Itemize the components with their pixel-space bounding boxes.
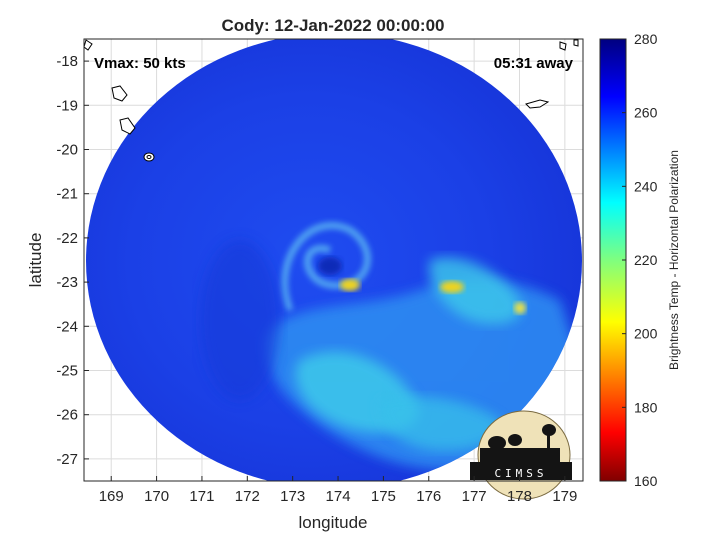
colorbar-gradient bbox=[599, 38, 627, 482]
logo-banner bbox=[470, 462, 572, 480]
y-tick-label: -20 bbox=[56, 142, 78, 159]
colorbar-tick-label: 200 bbox=[634, 326, 658, 342]
logo-text: CIMSS bbox=[494, 467, 547, 480]
warm-spot-southeast bbox=[514, 302, 526, 314]
x-tick-label: 178 bbox=[507, 488, 532, 505]
coastline-island bbox=[525, 99, 550, 109]
coastlines bbox=[83, 39, 579, 162]
y-tick-label: -21 bbox=[56, 186, 78, 203]
logo-dish-left bbox=[488, 436, 506, 450]
logo-building bbox=[480, 448, 560, 464]
coastline-island bbox=[573, 39, 579, 47]
warm-spot-east bbox=[440, 281, 464, 293]
y-ticks: -18 -19 -20 -21 -22 -23 -24 -25 -26 -27 bbox=[56, 53, 89, 468]
colorbar-tick-label: 280 bbox=[634, 31, 658, 47]
cold-cloud-south bbox=[379, 396, 502, 451]
colorbar-ticks: 280 260 240 220 200 180 160 bbox=[622, 31, 658, 489]
y-tick-label: -24 bbox=[56, 318, 78, 335]
colorbar-tick-label: 220 bbox=[634, 252, 658, 268]
axes-frame bbox=[83, 38, 584, 482]
cimss-logo: CIMSS bbox=[470, 410, 572, 500]
coastline-island bbox=[111, 85, 128, 102]
y-tick-label: -27 bbox=[56, 451, 78, 468]
coastline-island bbox=[146, 155, 152, 159]
x-tick-label: 170 bbox=[144, 488, 169, 505]
colorbar-label: Brightness Temp - Horizontal Polarizatio… bbox=[667, 150, 681, 370]
x-tick-label: 172 bbox=[235, 488, 260, 505]
y-axis-label: latitude bbox=[26, 233, 45, 288]
coastline-island bbox=[559, 41, 567, 51]
x-tick-label: 174 bbox=[326, 488, 351, 505]
cloud-west-band bbox=[200, 240, 280, 400]
colorbar: 280 260 240 220 200 180 160 Brightness Temp - … bbox=[599, 31, 681, 489]
eye bbox=[318, 257, 342, 275]
spiral-band bbox=[281, 222, 371, 312]
colorbar-tick-label: 260 bbox=[634, 105, 658, 121]
figure-title: Cody: 12-Jan-2022 00:00:00 bbox=[221, 16, 444, 35]
colorbar-tick-label: 240 bbox=[634, 178, 658, 194]
x-tick-label: 173 bbox=[280, 488, 305, 505]
y-tick-label: -18 bbox=[56, 53, 78, 70]
y-tick-label: -25 bbox=[56, 363, 78, 380]
y-tick-label: -19 bbox=[56, 97, 78, 114]
x-tick-label: 175 bbox=[371, 488, 396, 505]
cold-cloud-east bbox=[429, 257, 522, 324]
x-tick-label: 171 bbox=[189, 488, 214, 505]
colorbar-tick-label: 180 bbox=[634, 399, 658, 415]
y-tick-label: -22 bbox=[56, 230, 78, 247]
x-axis-label: longitude bbox=[298, 513, 367, 532]
x-tick-label: 169 bbox=[99, 488, 124, 505]
x-ticks: 169 170 171 172 173 174 175 176 177 178 179 bbox=[99, 476, 577, 505]
x-tick-label: 176 bbox=[416, 488, 441, 505]
logo-dish-mid bbox=[508, 434, 522, 446]
coastline-island bbox=[119, 117, 136, 135]
warm-spot-west bbox=[340, 279, 360, 291]
x-tick-label: 179 bbox=[552, 488, 577, 505]
logo-watertower bbox=[542, 424, 556, 436]
time-away-label: 05:31 away bbox=[494, 55, 574, 72]
vmax-label: Vmax: 50 kts bbox=[94, 55, 186, 72]
microwave-swath bbox=[86, 39, 582, 481]
coastline-island bbox=[83, 39, 93, 51]
y-tick-label: -26 bbox=[56, 407, 78, 424]
y-tick-label: -23 bbox=[56, 274, 78, 291]
plot-area: CIMSS 169 170 171 172 173 174 175 176 177 178 179 … bbox=[56, 38, 584, 505]
colorbar-tick-label: 160 bbox=[634, 473, 658, 489]
logo-tower-leg bbox=[547, 434, 550, 452]
x-tick-label: 177 bbox=[462, 488, 487, 505]
